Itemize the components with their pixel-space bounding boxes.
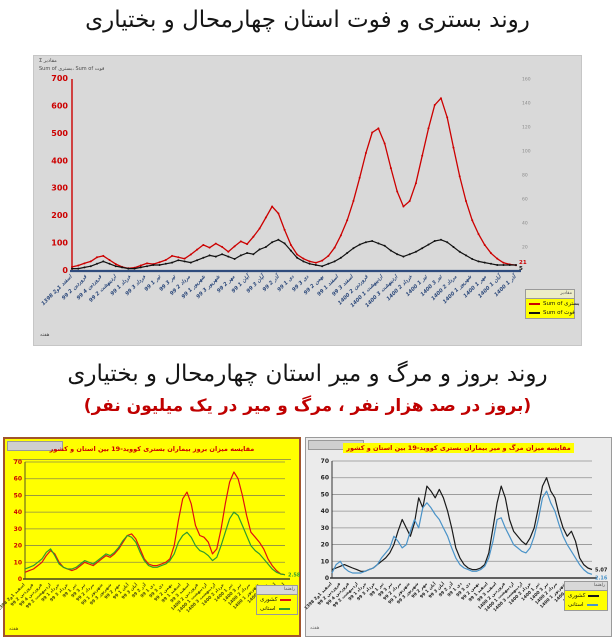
svg-text:700: 700 <box>51 74 68 83</box>
svg-text:50: 50 <box>14 492 22 499</box>
red-line-marker-icon <box>529 303 540 305</box>
incidence-mortality-title: روند بروز و مرگ و میر استان چهارمحال و ب… <box>67 361 548 387</box>
green-line-marker-icon <box>278 608 290 610</box>
svg-text:400: 400 <box>51 156 68 165</box>
svg-text:40: 40 <box>321 508 329 515</box>
pivot-series-field-button: Sum of بستری، Sum of فوت <box>39 66 105 72</box>
svg-text:20: 20 <box>522 245 528 251</box>
svg-text:10: 10 <box>321 558 329 565</box>
illegible-watermark-badge <box>7 441 63 451</box>
svg-text:140: 140 <box>522 101 531 107</box>
svg-text:20: 20 <box>321 542 329 549</box>
svg-text:70: 70 <box>321 458 329 465</box>
hospitalization-death-title: روند بستری و فوت استان چهارمحال و بختیار… <box>85 7 530 33</box>
legend-item-keshvari: کشوری <box>260 597 294 603</box>
svg-text:40: 40 <box>14 509 22 516</box>
svg-text:100: 100 <box>51 239 68 248</box>
svg-text:0: 0 <box>325 575 329 582</box>
top-chart-legend: مقادیر Sum of بستری Sum of فوت <box>525 289 580 319</box>
svg-text:600: 600 <box>51 101 68 110</box>
incidence-mortality-subtitle: (بروز در صد هزار نفر ، مرگ و میر در یک م… <box>83 396 532 416</box>
black-line-marker-icon <box>588 595 600 597</box>
svg-text:50: 50 <box>321 491 329 498</box>
legend-header: راهنما <box>564 581 608 591</box>
svg-text:300: 300 <box>51 184 68 193</box>
svg-text:30: 30 <box>14 526 22 533</box>
svg-text:20: 20 <box>14 543 22 550</box>
svg-text:0: 0 <box>62 266 68 275</box>
svg-text:2.58: 2.58 <box>288 573 301 579</box>
svg-text:21: 21 <box>519 260 527 266</box>
mortality-chart-legend: راهنما کشوری استانی <box>564 581 608 611</box>
black-line-marker-icon <box>529 312 540 314</box>
legend-item-ostani: استانی <box>260 606 294 612</box>
svg-text:160: 160 <box>522 77 531 83</box>
mortality-chart-panel: مقایسه میزان مرگ و میر بیماران بستری کوو… <box>303 437 612 637</box>
pivot-axis-field-button: هفته <box>40 332 50 338</box>
legend-header: راهنما <box>256 585 298 595</box>
blue-line-marker-icon <box>586 604 598 606</box>
incidence-chart-panel: مقایسه میزان بروز بیماران بستری کووید-19… <box>0 437 301 637</box>
svg-text:120: 120 <box>522 125 531 131</box>
svg-text:10: 10 <box>14 559 22 566</box>
svg-text:0: 0 <box>18 576 22 583</box>
svg-text:60: 60 <box>522 197 528 203</box>
incidence-chart-title: مقایسه میزان بروز بیماران بستری کووید-19… <box>49 445 255 453</box>
svg-text:30: 30 <box>321 525 329 532</box>
legend-header: مقادیر <box>525 289 575 299</box>
pivot-values-field-button: Σ مقادیر <box>39 58 57 64</box>
hospitalization-death-line-chart: 0 100 200 300 400 500 600 700 20 40 60 80 100 120 140 1… <box>40 74 531 309</box>
svg-text:40: 40 <box>522 221 528 227</box>
svg-text:60: 60 <box>321 475 329 482</box>
svg-text:500: 500 <box>51 129 68 138</box>
svg-text:100: 100 <box>522 149 531 155</box>
legend-item-ostani: استانی <box>568 602 604 608</box>
hospitalization-death-chart-panel: Σ مقادیر Sum of بستری، Sum of فوت 0 100 20… <box>33 55 582 346</box>
mortality-chart-title: مقایسه میزان مرگ و میر بیماران بستری کوو… <box>306 443 611 453</box>
legend-item-bastari: Sum of بستری <box>529 301 580 307</box>
svg-text:200: 200 <box>51 211 68 220</box>
svg-text:2.16: 2.16 <box>595 575 608 581</box>
incidence-chart-legend: راهنما کشوری استانی <box>256 585 298 615</box>
svg-text:5: 5 <box>519 266 523 272</box>
title-underline <box>13 459 291 460</box>
svg-text:5.07: 5.07 <box>595 567 608 573</box>
axis-field-label: هفته <box>310 625 320 631</box>
svg-text:60: 60 <box>14 476 22 483</box>
axis-field-label: هفته <box>9 626 19 632</box>
legend-item-fot: Sum of فوت <box>529 310 575 316</box>
svg-text:70: 70 <box>14 459 22 466</box>
legend-item-keshvari: کشوری <box>568 593 604 599</box>
svg-text:80: 80 <box>522 173 528 179</box>
red-line-marker-icon <box>280 599 292 601</box>
